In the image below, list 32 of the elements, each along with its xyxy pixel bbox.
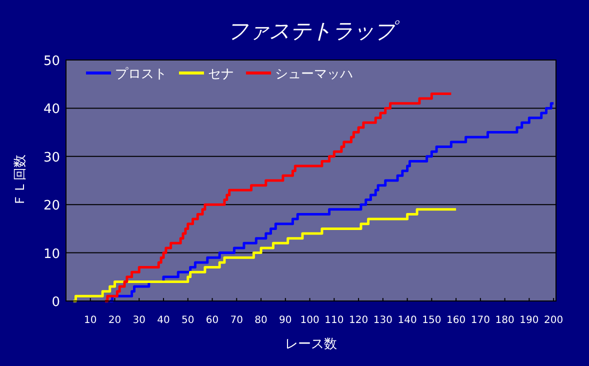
y-tick-label: 40	[43, 102, 60, 118]
x-tick-label: 130	[373, 315, 392, 326]
x-tick-label: 60	[206, 315, 219, 326]
x-tick-label: 80	[254, 315, 268, 326]
y-tick-label: 20	[43, 198, 60, 214]
x-tick-label: 120	[348, 315, 368, 326]
x-tick-label: 170	[470, 315, 490, 326]
x-axis-title: レース数	[285, 337, 337, 352]
x-tick-label: 30	[132, 315, 146, 326]
x-tick-label: 20	[108, 315, 122, 326]
y-tick-label: 10	[43, 246, 60, 262]
x-tick-label: 200	[544, 315, 564, 326]
x-tick-label: 100	[300, 315, 320, 326]
x-tick-label: 70	[230, 315, 244, 326]
x-tick-label: 160	[446, 315, 466, 326]
x-tick-label: 110	[324, 315, 344, 326]
y-tick-label: 30	[43, 150, 60, 166]
legend-label: シューマッハ	[275, 67, 353, 82]
y-tick-label: 50	[43, 54, 60, 69]
y-axis-title: ＦＬ回数	[13, 154, 28, 206]
legend-label: セナ	[208, 67, 234, 82]
chart-title: ファステトラップ	[227, 19, 400, 43]
x-tick-label: 40	[157, 315, 170, 326]
x-tick-label: 190	[520, 315, 539, 326]
x-tick-label: 140	[398, 315, 417, 326]
legend-label: プロスト	[115, 67, 167, 82]
x-tick-label: 180	[495, 315, 514, 326]
x-tick-label: 50	[182, 315, 194, 326]
x-tick-label: 150	[422, 315, 442, 326]
y-tick-label: 0	[52, 295, 60, 310]
x-tick-label: 10	[84, 315, 97, 326]
x-tick-label: 90	[279, 315, 292, 326]
